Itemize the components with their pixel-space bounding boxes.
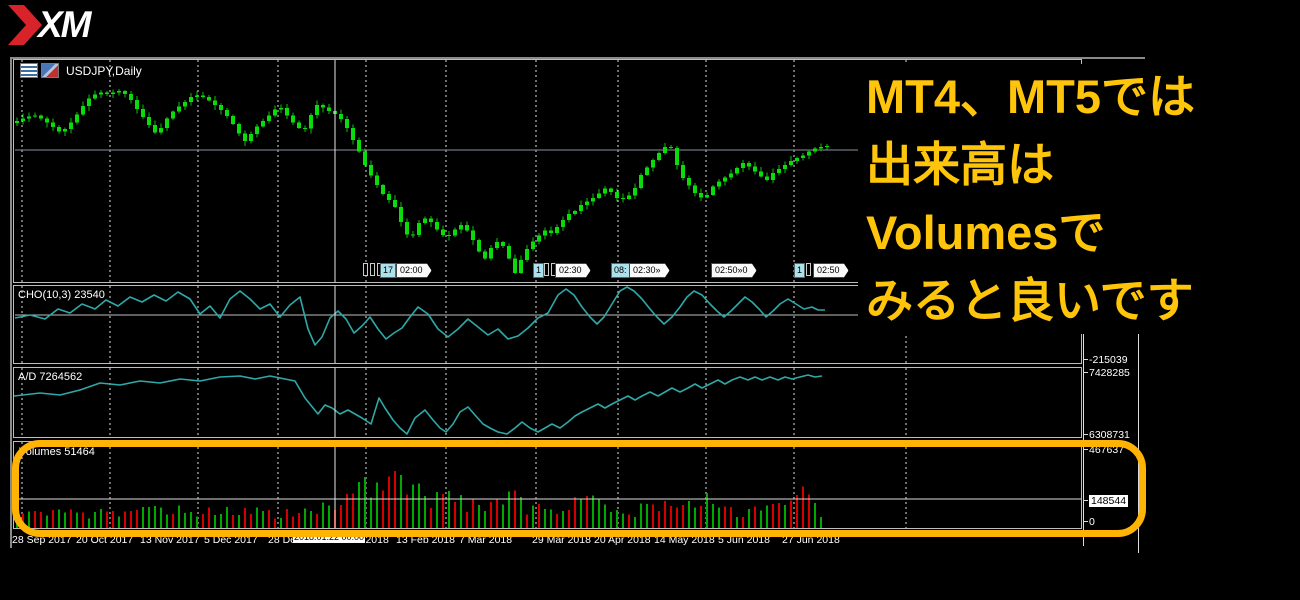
chart-marker[interactable]: 02:50»0 xyxy=(711,263,757,278)
ad-indicator-pane[interactable] xyxy=(13,367,1082,438)
scale-tick xyxy=(1083,449,1088,450)
date-axis-label: 13 Feb 2018 xyxy=(396,534,455,546)
scale-tick xyxy=(1083,500,1088,501)
scale-label: 467637 xyxy=(1089,444,1125,456)
scale-label: 7428285 xyxy=(1089,367,1130,379)
annotation-line-2: 出来高は xyxy=(866,138,1054,191)
scale-label-highlighted: 148544 xyxy=(1089,495,1129,507)
volumes-indicator-pane[interactable] xyxy=(13,441,1082,529)
scale-label: -215039 xyxy=(1089,354,1128,366)
annotation-line-1: MT4、MT5では xyxy=(866,70,1195,123)
date-axis-label: 27 Jun 2018 xyxy=(782,534,840,546)
date-axis-label: 28 Sep 2017 xyxy=(12,534,72,546)
ad-pane-canvas[interactable] xyxy=(14,368,1081,437)
ad-label: A/D 7264562 xyxy=(18,371,83,383)
chart-marker[interactable]: 1 xyxy=(533,263,545,278)
chart-marker[interactable]: 02:00 xyxy=(396,263,432,278)
xm-logo-arrow-icon xyxy=(8,5,42,45)
date-axis-label: 20 Oct 2017 xyxy=(76,534,134,546)
xm-logo-text: XM xyxy=(38,4,91,45)
scale-label: 0 xyxy=(1089,516,1095,528)
chart-marker[interactable]: 02:50 xyxy=(813,263,849,278)
main-pane-canvas[interactable] xyxy=(14,60,1081,282)
symbol-title: USDJPY,Daily xyxy=(66,63,142,78)
scale-tick xyxy=(1083,521,1088,522)
chart-marker[interactable] xyxy=(806,263,813,276)
scale-label: 6308731 xyxy=(1089,429,1130,441)
date-axis-label: 7 Mar 2018 xyxy=(459,534,513,546)
date-axis-label: 5 Jun 2018 xyxy=(718,534,770,546)
date-axis-label: 5 Dec 2017 xyxy=(204,534,258,546)
quotes-table-icon[interactable] xyxy=(20,63,38,78)
annotation-line-4: みると良いです xyxy=(866,274,1194,327)
scale-tick xyxy=(1083,359,1088,360)
scale-tick xyxy=(1083,372,1088,373)
annotation-line-3: Volumesで xyxy=(866,206,1106,259)
cho-label: CHO(10,3) 23540 xyxy=(18,289,105,301)
chart-title-row: USDJPY,Daily xyxy=(20,63,142,78)
price-scale-left-border xyxy=(1083,333,1084,546)
date-axis-label: 13 Nov 2017 xyxy=(140,534,200,546)
annotation-overlay xyxy=(858,64,1300,334)
chart-marker[interactable]: 08: xyxy=(611,263,630,278)
chart-marker[interactable]: 02:30» xyxy=(629,263,670,278)
price-scale-right-border xyxy=(1138,330,1139,553)
date-axis-label: 20 Apr 2018 xyxy=(594,534,651,546)
chart-marker[interactable]: 1 xyxy=(794,263,806,278)
date-axis-label: 29 Mar 2018 xyxy=(532,534,591,546)
volumes-highlight-rectangle xyxy=(12,440,1146,537)
date-axis-label: 14 May 2018 xyxy=(654,534,715,546)
xm-logo: XM xyxy=(8,4,91,46)
chart-marker[interactable]: 17 xyxy=(380,263,397,278)
chart-marker[interactable]: 02:30 xyxy=(555,263,591,278)
scale-tick xyxy=(1083,434,1088,435)
vol-pane-canvas[interactable] xyxy=(14,442,1081,528)
chart-type-icon[interactable] xyxy=(41,63,59,78)
